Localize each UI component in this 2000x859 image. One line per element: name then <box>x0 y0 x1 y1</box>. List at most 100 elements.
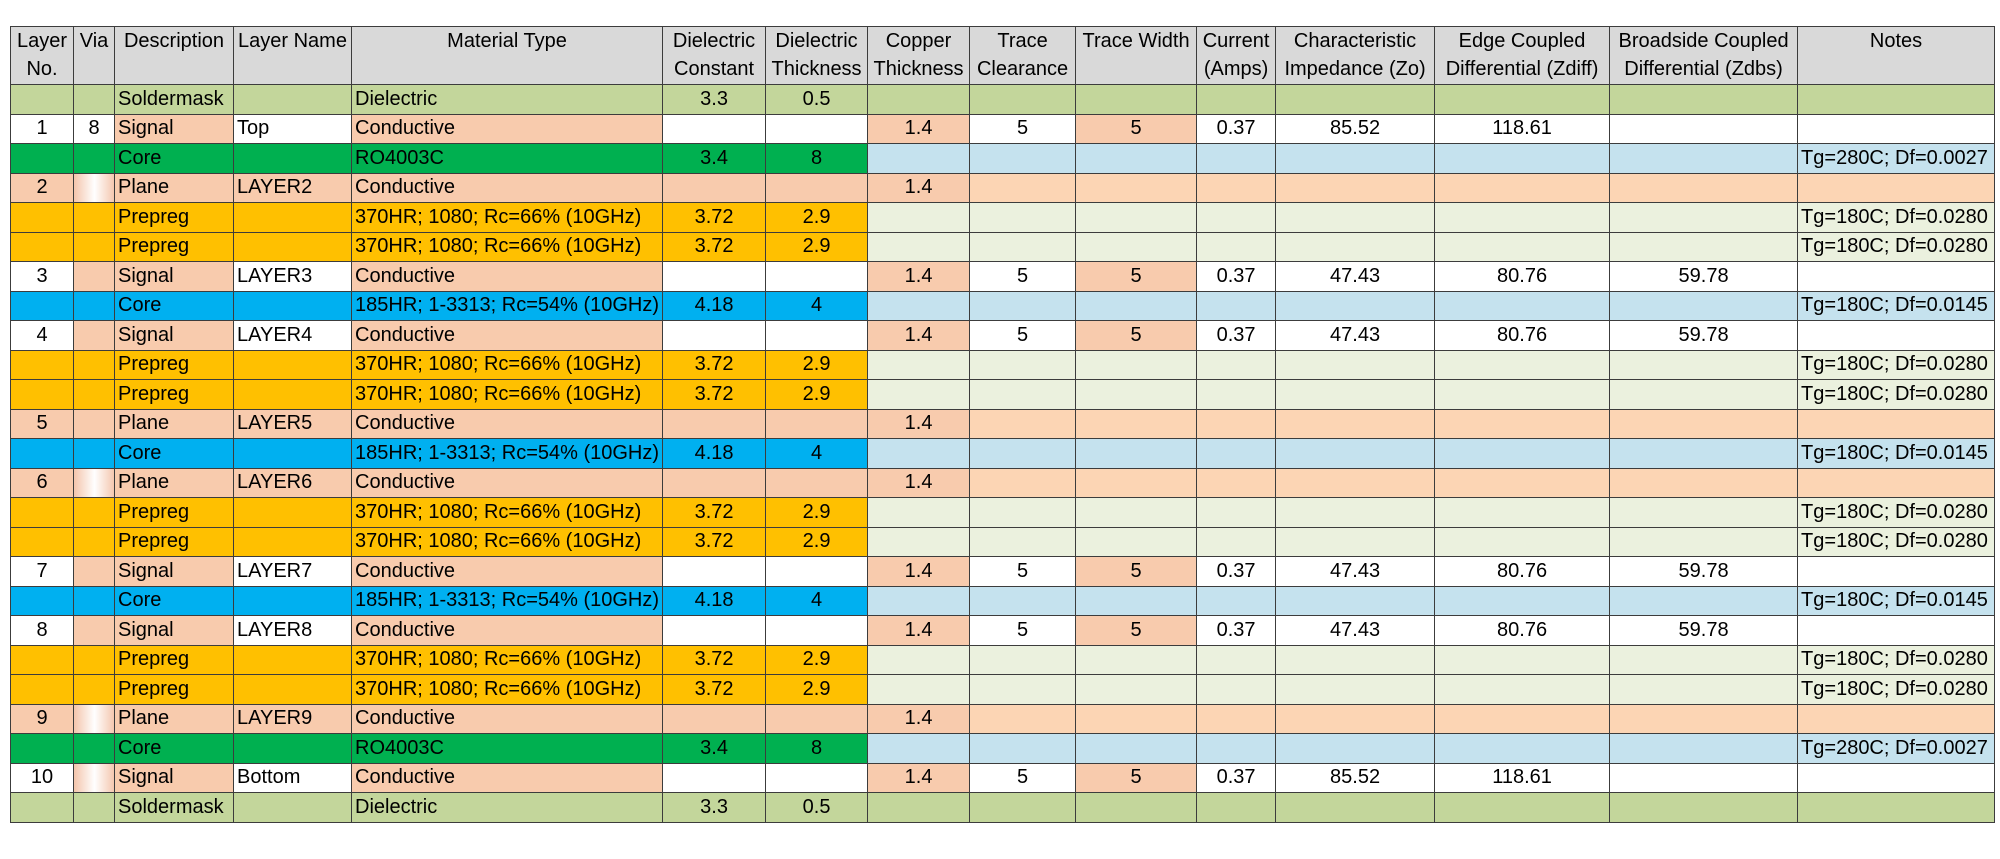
cell-dielectric-constant: 3.72 <box>662 674 767 705</box>
cell-layer-name <box>233 84 352 115</box>
cell-layer-name <box>233 438 352 469</box>
cell-trace-width <box>1075 467 1198 498</box>
cell-notes: Tg=180C; Df=0.0280 <box>1797 379 1996 410</box>
cell-zdbs <box>1609 733 1799 764</box>
cell-layer-name: Bottom <box>233 762 352 793</box>
column-header-layer-name: Layer Name <box>233 26 352 85</box>
cell-layer-no <box>10 585 74 616</box>
cell-via <box>73 202 115 233</box>
table-row: 8 Signal LAYER8 Conductive 1.4 5 5 0.37 47.43 80.… <box>10 615 1996 646</box>
cell-current <box>1196 379 1277 410</box>
cell-current <box>1196 349 1277 380</box>
cell-via <box>73 349 115 380</box>
cell-zdiff: 118.61 <box>1434 762 1611 793</box>
cell-trace-width <box>1075 408 1198 439</box>
cell-trace-clearance <box>969 792 1077 823</box>
cell-zo <box>1275 792 1436 823</box>
cell-trace-clearance: 5 <box>969 762 1077 793</box>
cell-zdiff <box>1434 703 1611 734</box>
cell-zo <box>1275 202 1436 233</box>
cell-copper-thickness <box>867 497 971 528</box>
cell-via <box>73 261 115 292</box>
cell-description: Plane <box>114 172 234 203</box>
cell-trace-clearance <box>969 438 1077 469</box>
table-row: Core 185HR; 1-3313; Rc=54% (10GHz) 4.18 4 Tg… <box>10 585 1996 616</box>
cell-zdiff <box>1434 379 1611 410</box>
cell-current <box>1196 172 1277 203</box>
cell-current <box>1196 143 1277 174</box>
cell-dielectric-thickness <box>765 172 869 203</box>
cell-material-type: 370HR; 1080; Rc=66% (10GHz) <box>350 202 664 233</box>
cell-description: Core <box>114 143 234 174</box>
cell-zdbs <box>1609 84 1799 115</box>
cell-zdbs <box>1609 172 1799 203</box>
cell-layer-no <box>10 84 74 115</box>
cell-layer-no: 9 <box>10 703 74 734</box>
cell-dielectric-thickness: 8 <box>765 143 869 174</box>
cell-current: 0.37 <box>1196 615 1277 646</box>
cell-zo: 47.43 <box>1275 615 1436 646</box>
cell-copper-thickness: 1.4 <box>867 408 971 439</box>
cell-material-type: Conductive <box>350 408 664 439</box>
cell-zdiff <box>1434 202 1611 233</box>
cell-dielectric-thickness: 4 <box>765 290 869 321</box>
cell-via <box>73 438 115 469</box>
cell-dielectric-thickness <box>765 615 869 646</box>
cell-dielectric-constant: 3.72 <box>662 379 767 410</box>
cell-trace-width <box>1075 84 1198 115</box>
cell-dielectric-thickness <box>765 261 869 292</box>
cell-trace-width <box>1075 674 1198 705</box>
cell-zo: 85.52 <box>1275 762 1436 793</box>
cell-current: 0.37 <box>1196 113 1277 144</box>
cell-notes: Tg=180C; Df=0.0280 <box>1797 674 1996 705</box>
cell-copper-thickness <box>867 84 971 115</box>
cell-layer-name: LAYER8 <box>233 615 352 646</box>
cell-current <box>1196 438 1277 469</box>
cell-description: Core <box>114 438 234 469</box>
table-row: 4 Signal LAYER4 Conductive 1.4 5 5 0.37 47.43 80.… <box>10 320 1996 351</box>
cell-dielectric-constant <box>662 320 767 351</box>
cell-zdiff <box>1434 172 1611 203</box>
cell-zdbs <box>1609 113 1799 144</box>
cell-layer-name: Top <box>233 113 352 144</box>
cell-description: Prepreg <box>114 497 234 528</box>
cell-trace-width <box>1075 526 1198 557</box>
cell-layer-name <box>233 349 352 380</box>
cell-zdiff <box>1434 792 1611 823</box>
cell-dielectric-constant: 3.4 <box>662 733 767 764</box>
cell-layer-no: 2 <box>10 172 74 203</box>
cell-notes: Tg=180C; Df=0.0280 <box>1797 202 1996 233</box>
cell-dielectric-thickness <box>765 320 869 351</box>
cell-layer-no: 6 <box>10 467 74 498</box>
cell-trace-width <box>1075 438 1198 469</box>
cell-layer-name: LAYER6 <box>233 467 352 498</box>
cell-trace-width <box>1075 202 1198 233</box>
cell-zo <box>1275 379 1436 410</box>
cell-notes: Tg=180C; Df=0.0280 <box>1797 231 1996 262</box>
cell-material-type: RO4003C <box>350 143 664 174</box>
cell-trace-clearance <box>969 585 1077 616</box>
cell-layer-name <box>233 526 352 557</box>
cell-material-type: Conductive <box>350 615 664 646</box>
cell-zo: 47.43 <box>1275 261 1436 292</box>
cell-dielectric-thickness: 2.9 <box>765 497 869 528</box>
table-row: Prepreg 370HR; 1080; Rc=66% (10GHz) 3.72 2.… <box>10 231 1996 262</box>
cell-layer-name <box>233 585 352 616</box>
table-row: Soldermask Dielectric 3.3 0.5 <box>10 792 1996 823</box>
cell-layer-no: 3 <box>10 261 74 292</box>
cell-layer-name <box>233 497 352 528</box>
cell-trace-width: 5 <box>1075 320 1198 351</box>
cell-copper-thickness: 1.4 <box>867 615 971 646</box>
cell-dielectric-thickness <box>765 113 869 144</box>
cell-via <box>73 84 115 115</box>
cell-material-type: Conductive <box>350 703 664 734</box>
cell-zdiff: 80.76 <box>1434 320 1611 351</box>
cell-material-type: Dielectric <box>350 84 664 115</box>
cell-copper-thickness: 1.4 <box>867 467 971 498</box>
cell-layer-no <box>10 438 74 469</box>
cell-material-type: 370HR; 1080; Rc=66% (10GHz) <box>350 349 664 380</box>
cell-notes: Tg=180C; Df=0.0280 <box>1797 497 1996 528</box>
header-row: Layer No. Via Description Layer Name Materia… <box>10 26 1996 85</box>
cell-current <box>1196 792 1277 823</box>
cell-zdbs: 59.78 <box>1609 320 1799 351</box>
